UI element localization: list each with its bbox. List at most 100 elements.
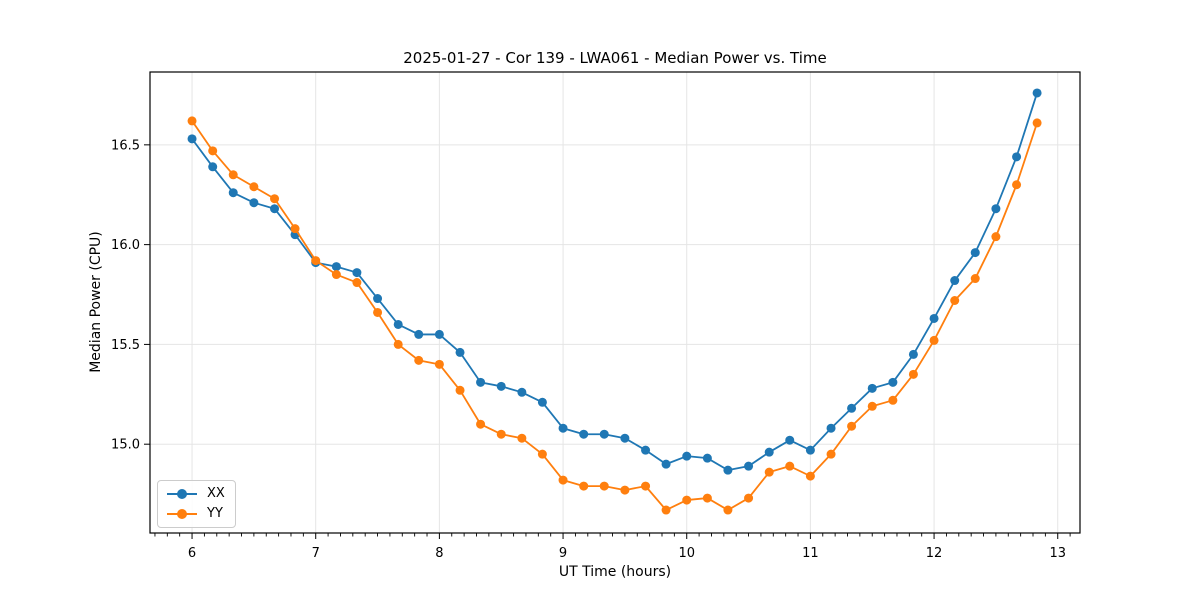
series-xx-point bbox=[1012, 152, 1022, 162]
chart-title: 2025-01-27 - Cor 139 - LWA061 - Median P… bbox=[403, 49, 827, 67]
series-yy-point bbox=[249, 182, 259, 192]
series-xx-point bbox=[970, 248, 980, 258]
series-yy-point bbox=[764, 467, 774, 477]
series-yy-point bbox=[929, 335, 939, 345]
series-xx-point bbox=[579, 429, 589, 439]
series-xx-point bbox=[393, 319, 403, 329]
x-tick-label: 8 bbox=[435, 546, 443, 561]
series-yy-point bbox=[702, 493, 712, 503]
series-yy-point bbox=[496, 429, 506, 439]
x-tick-label: 12 bbox=[926, 546, 943, 561]
series-xx-point bbox=[187, 134, 197, 144]
series-xx-point bbox=[558, 423, 568, 433]
series-xx-point bbox=[476, 377, 486, 387]
series-yy-point bbox=[970, 274, 980, 284]
series-yy-point bbox=[373, 307, 383, 317]
series-yy-point bbox=[950, 296, 960, 306]
series-xx-point bbox=[208, 162, 218, 172]
series-yy-point bbox=[599, 481, 609, 491]
series-xx-point bbox=[682, 451, 692, 461]
series-yy-point bbox=[620, 485, 630, 495]
y-tick-label: 15.5 bbox=[111, 338, 140, 353]
y-tick-label: 16.0 bbox=[111, 238, 140, 253]
series-yy-point bbox=[579, 481, 589, 491]
series-xx-point bbox=[599, 429, 609, 439]
y-axis-label: Median Power (CPU) bbox=[88, 231, 104, 373]
series-yy-point bbox=[414, 355, 424, 365]
series-xx-point bbox=[744, 461, 754, 471]
series-xx-point bbox=[950, 276, 960, 286]
series-yy-point bbox=[270, 194, 280, 204]
series-yy-point bbox=[187, 116, 197, 126]
series-yy-line bbox=[191, 120, 1038, 511]
series-xx-point bbox=[847, 403, 857, 413]
legend-item-label: YY bbox=[207, 506, 223, 521]
legend-item-yy: YY bbox=[166, 506, 225, 522]
series-yy-point bbox=[208, 146, 218, 156]
series-yy-point bbox=[826, 449, 836, 459]
series-xx-point bbox=[496, 381, 506, 391]
legend-item-xx: XX bbox=[166, 486, 225, 502]
series-yy-point bbox=[661, 505, 671, 515]
series-xx-point bbox=[1032, 88, 1042, 98]
series-yy-point bbox=[228, 170, 238, 180]
series-xx-point bbox=[455, 347, 465, 357]
series-xx-line bbox=[191, 92, 1038, 472]
series-xx-point bbox=[826, 423, 836, 433]
series-yy-point bbox=[331, 270, 341, 280]
series-xx-point bbox=[249, 198, 259, 208]
series-yy-point bbox=[1032, 118, 1042, 128]
series-xx-point bbox=[228, 188, 238, 198]
series-yy-point bbox=[517, 433, 527, 443]
series-yy-point bbox=[723, 505, 733, 515]
series-yy-point bbox=[991, 232, 1001, 242]
series-yy-point bbox=[455, 385, 465, 395]
series-xx-point bbox=[641, 445, 651, 455]
series-xx-point bbox=[270, 204, 280, 214]
series-yy-point bbox=[805, 471, 815, 481]
series-xx-point bbox=[537, 397, 547, 407]
series-xx-point bbox=[352, 268, 362, 278]
series-yy-point bbox=[908, 369, 918, 379]
series-xx-point bbox=[414, 329, 424, 339]
series-xx-point bbox=[888, 377, 898, 387]
x-tick-label: 6 bbox=[188, 546, 196, 561]
series-xx-point bbox=[702, 453, 712, 463]
series-yy-point bbox=[290, 224, 300, 234]
series-yy-point bbox=[641, 481, 651, 491]
legend-xx-marker-icon bbox=[167, 489, 197, 499]
series-xx-point bbox=[434, 329, 444, 339]
series-yy-point bbox=[476, 419, 486, 429]
axes-frame bbox=[149, 71, 1081, 534]
series-yy-point bbox=[537, 449, 547, 459]
x-tick-label: 9 bbox=[559, 546, 567, 561]
x-axis-label: UT Time (hours) bbox=[558, 564, 672, 580]
series-xx-point bbox=[991, 204, 1001, 214]
legend: XX YY bbox=[157, 480, 236, 528]
x-tick-label: 7 bbox=[312, 546, 320, 561]
legend-item-label: XX bbox=[207, 486, 225, 501]
series-yy-point bbox=[558, 475, 568, 485]
legend-yy-marker-icon bbox=[167, 509, 197, 519]
series-yy-point bbox=[888, 395, 898, 405]
series-xx-point bbox=[867, 383, 877, 393]
y-tick-label: 16.5 bbox=[111, 138, 140, 153]
x-tick-label: 10 bbox=[678, 546, 695, 561]
series-yy-point bbox=[1012, 180, 1022, 190]
series-xx-point bbox=[661, 459, 671, 469]
series-xx-point bbox=[908, 349, 918, 359]
x-tick-label: 13 bbox=[1049, 546, 1066, 561]
series-xx-point bbox=[517, 387, 527, 397]
series-yy-point bbox=[311, 256, 321, 266]
series-xx-point bbox=[805, 445, 815, 455]
series-yy-point bbox=[744, 493, 754, 503]
series-yy-point bbox=[785, 461, 795, 471]
series-xx-point bbox=[373, 294, 383, 304]
series-yy-point bbox=[847, 421, 857, 431]
series-yy-point bbox=[434, 359, 444, 369]
series-yy-point bbox=[682, 495, 692, 505]
series-xx-point bbox=[929, 313, 939, 323]
series-yy-point bbox=[393, 339, 403, 349]
series-xx-point bbox=[764, 447, 774, 457]
